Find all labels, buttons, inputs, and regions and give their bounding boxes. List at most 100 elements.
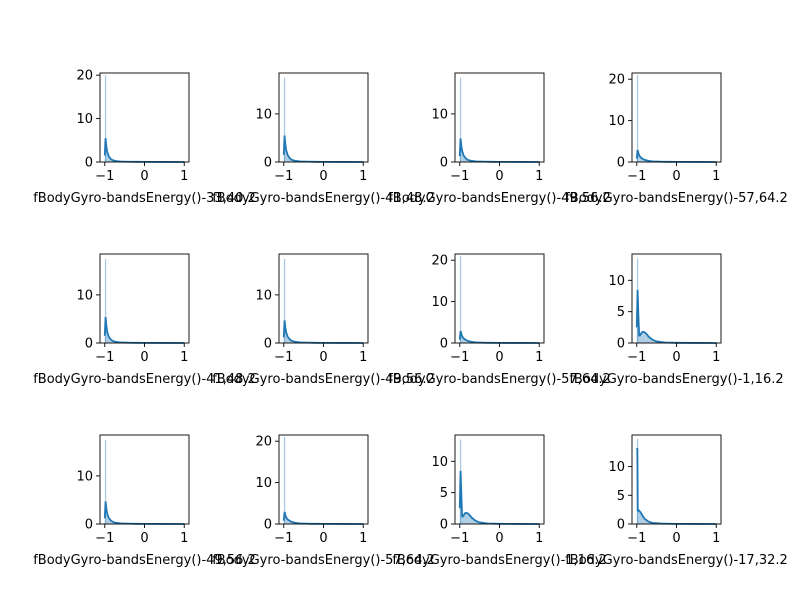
histogram-spike <box>283 77 286 162</box>
y-tick-label: 0 <box>264 156 272 171</box>
x-tick-label: 1 <box>180 531 188 546</box>
y-tick-label: 0 <box>440 518 448 533</box>
x-tick-label: 0 <box>319 350 327 365</box>
x-axis-label: fBodyGyro-bandsEnergy()-41,48.2 <box>33 372 256 387</box>
histogram-spike <box>636 75 639 162</box>
kde-area <box>459 470 540 524</box>
x-tick-label: 0 <box>672 350 680 365</box>
histogram-spike <box>104 75 107 162</box>
x-axis-label: fBodyGyro-bandsEnergy()-33,40.2 <box>33 191 256 206</box>
x-tick-label: −1 <box>450 350 469 365</box>
y-tick-label: 0 <box>85 518 93 533</box>
x-tick-label: 1 <box>535 169 543 184</box>
kde-area <box>636 289 717 343</box>
y-tick-label: 0 <box>617 337 625 352</box>
y-tick-label: 10 <box>608 460 625 475</box>
x-tick-label: 1 <box>359 169 367 184</box>
x-tick-label: −1 <box>627 531 646 546</box>
y-tick-label: 20 <box>255 435 272 450</box>
x-tick-label: 0 <box>140 169 148 184</box>
histogram-spike <box>104 258 107 343</box>
y-tick-label: 0 <box>264 337 272 352</box>
y-tick-label: 10 <box>255 476 272 491</box>
y-tick-label: 0 <box>85 156 93 171</box>
histogram-spike <box>459 256 462 343</box>
y-tick-label: 10 <box>431 455 448 470</box>
x-axis-label: fBodyGyro-bandsEnergy()-49,56.2 <box>33 553 256 568</box>
y-tick-label: 10 <box>255 288 272 303</box>
y-tick-label: 5 <box>617 489 625 504</box>
x-tick-label: −1 <box>274 350 293 365</box>
x-tick-label: 0 <box>495 350 503 365</box>
y-tick-label: 20 <box>608 73 625 88</box>
x-tick-label: 1 <box>180 169 188 184</box>
x-tick-label: 1 <box>535 350 543 365</box>
x-tick-label: 1 <box>180 350 188 365</box>
x-axis-label: fBodyGyro-bandsEnergy()-1,16.2 <box>392 553 606 568</box>
x-tick-label: 0 <box>140 350 148 365</box>
y-tick-label: 10 <box>431 295 448 310</box>
y-tick-label: 5 <box>440 486 448 501</box>
y-tick-label: 10 <box>76 288 93 303</box>
x-tick-label: 0 <box>495 531 503 546</box>
x-tick-label: −1 <box>274 169 293 184</box>
x-tick-label: 0 <box>495 169 503 184</box>
x-tick-label: −1 <box>95 531 114 546</box>
x-tick-label: −1 <box>627 169 646 184</box>
x-tick-label: −1 <box>95 350 114 365</box>
y-tick-label: 0 <box>440 156 448 171</box>
histogram-spike <box>459 77 462 162</box>
x-axis-label: fBodyGyro-bandsEnergy()-17,32.2 <box>565 553 788 568</box>
x-axis-label: fBodyGyro-bandsEnergy()-49,56.2 <box>388 191 611 206</box>
x-tick-label: 1 <box>535 531 543 546</box>
x-tick-label: 0 <box>140 531 148 546</box>
x-axis-label: fBodyGyro-bandsEnergy()-57,64.2 <box>212 553 435 568</box>
x-tick-label: −1 <box>450 531 469 546</box>
y-tick-label: 10 <box>255 107 272 122</box>
x-tick-label: −1 <box>95 169 114 184</box>
x-axis-label: fBodyGyro-bandsEnergy()-57,64.2 <box>565 191 788 206</box>
y-tick-label: 0 <box>440 337 448 352</box>
x-axis-label: fBodyGyro-bandsEnergy()-57,64.2 <box>388 372 611 387</box>
x-tick-label: −1 <box>450 169 469 184</box>
y-tick-label: 0 <box>617 156 625 171</box>
x-tick-label: 0 <box>319 169 327 184</box>
x-tick-label: 1 <box>712 169 720 184</box>
y-tick-label: 20 <box>76 69 93 84</box>
x-tick-label: −1 <box>627 350 646 365</box>
y-tick-label: 10 <box>431 107 448 122</box>
x-axis-label: fBodyGyro-bandsEnergy()-1,16.2 <box>569 372 783 387</box>
x-axis-label: fBodyGyro-bandsEnergy()-41,48.2 <box>212 191 435 206</box>
x-axis-label: fBodyGyro-bandsEnergy()-49,56.2 <box>212 372 435 387</box>
x-tick-label: 1 <box>359 531 367 546</box>
y-tick-label: 10 <box>76 469 93 484</box>
x-tick-label: 0 <box>319 531 327 546</box>
x-tick-label: 1 <box>359 350 367 365</box>
y-tick-label: 10 <box>76 112 93 127</box>
y-tick-label: 0 <box>617 518 625 533</box>
y-tick-label: 10 <box>608 114 625 129</box>
y-tick-label: 0 <box>264 518 272 533</box>
y-tick-label: 0 <box>85 337 93 352</box>
histogram-spike <box>283 258 286 343</box>
x-tick-label: 0 <box>672 169 680 184</box>
histogram-spike <box>104 439 107 524</box>
y-tick-label: 20 <box>431 254 448 269</box>
y-tick-label: 5 <box>617 305 625 320</box>
histogram-spike <box>283 437 286 524</box>
x-tick-label: 0 <box>672 531 680 546</box>
